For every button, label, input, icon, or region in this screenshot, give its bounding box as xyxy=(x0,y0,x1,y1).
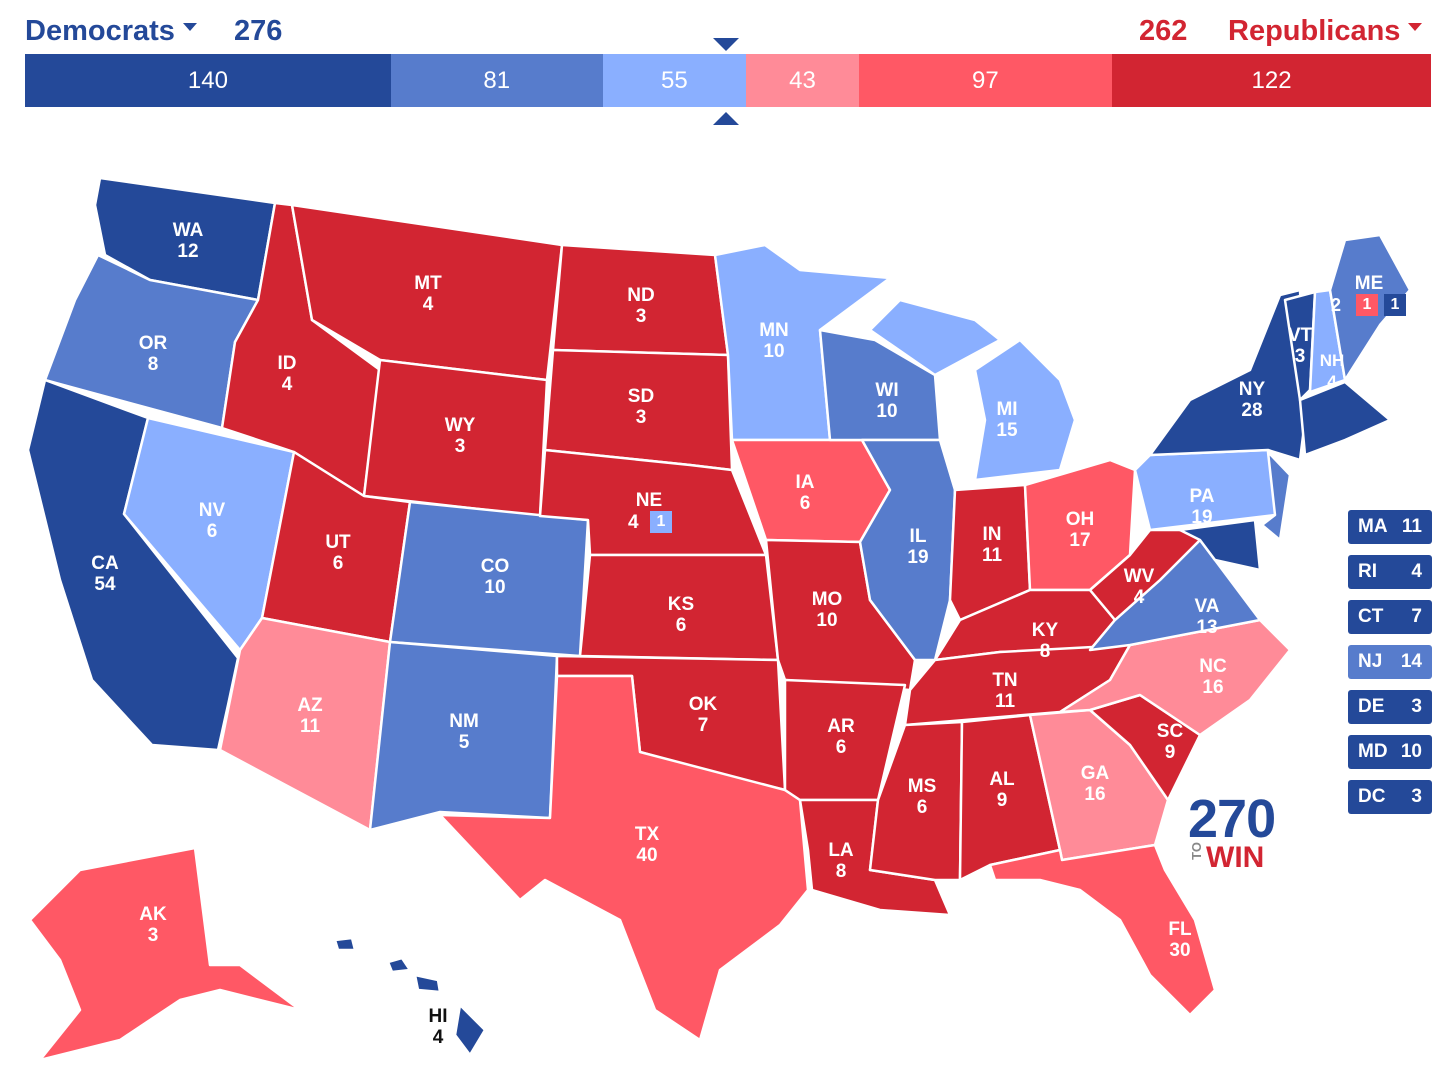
state-hi[interactable] xyxy=(453,1003,487,1057)
side-box-md[interactable]: MD 10 xyxy=(1348,735,1432,769)
side-box-ma[interactable]: MA 11 xyxy=(1348,510,1432,544)
ne-statewide-ev: 4 xyxy=(628,512,639,533)
state-new-england-small[interactable] xyxy=(1298,380,1392,457)
side-box-ev: 14 xyxy=(1400,651,1422,672)
republicans-label: Republicans xyxy=(1228,15,1401,47)
270-marker-top-icon xyxy=(713,38,739,51)
state-md[interactable] xyxy=(1178,518,1262,572)
republicans-dropdown[interactable]: Republicans xyxy=(1228,12,1423,50)
state-az[interactable] xyxy=(218,616,392,832)
state-hi-islands[interactable] xyxy=(333,936,442,994)
tally-segment-lean-d[interactable]: 55 xyxy=(602,54,747,107)
side-box-ev: 3 xyxy=(1411,696,1422,717)
chevron-down-icon xyxy=(182,23,197,32)
side-box-abbr: CT xyxy=(1358,606,1384,627)
electoral-tally-bar: 140 81 55 43 97 122 xyxy=(25,54,1431,107)
democrats-dropdown[interactable]: Democrats xyxy=(25,12,197,50)
side-box-ri[interactable]: RI 4 xyxy=(1348,555,1432,589)
democrats-label: Democrats xyxy=(25,15,175,47)
side-box-abbr: DE xyxy=(1358,696,1385,717)
state-wy[interactable] xyxy=(362,358,549,518)
side-box-dc[interactable]: DC 3 xyxy=(1348,780,1432,814)
side-box-ct[interactable]: CT 7 xyxy=(1348,600,1432,634)
me-statewide-ev: 2 xyxy=(1331,295,1342,315)
tally-segment-lean-r[interactable]: 43 xyxy=(746,54,859,107)
state-fl[interactable] xyxy=(988,843,1217,1017)
state-mi[interactable] xyxy=(973,338,1077,482)
state-il[interactable] xyxy=(858,438,957,662)
state-nj[interactable] xyxy=(1260,450,1292,542)
state-ks[interactable] xyxy=(578,553,780,662)
ne-district-1-box[interactable]: 1 xyxy=(650,511,672,533)
state-co[interactable] xyxy=(388,500,590,658)
side-box-abbr: NJ xyxy=(1358,651,1383,672)
side-box-de[interactable]: DE 3 xyxy=(1348,690,1432,724)
side-box-ev: 11 xyxy=(1401,516,1422,537)
republicans-total: 262 xyxy=(1139,15,1188,47)
me-district-2-box[interactable]: 1 xyxy=(1356,294,1378,316)
me-district-1-box[interactable]: 1 xyxy=(1384,294,1406,316)
tally-segment-safe-r[interactable]: 122 xyxy=(1112,54,1431,107)
state-nd[interactable] xyxy=(551,243,730,357)
state-ak[interactable] xyxy=(28,846,302,1062)
side-box-abbr: MD xyxy=(1358,741,1388,762)
state-nc[interactable] xyxy=(1058,618,1292,737)
side-box-ev: 3 xyxy=(1411,786,1422,807)
chevron-down-icon xyxy=(1408,23,1423,32)
side-box-abbr: DC xyxy=(1358,786,1386,807)
tally-segment-likely-r[interactable]: 97 xyxy=(858,54,1113,107)
state-tx[interactable] xyxy=(438,674,810,1042)
tally-segment-safe-d[interactable]: 140 xyxy=(25,54,391,107)
side-box-ev: 7 xyxy=(1411,606,1422,627)
democrats-total: 276 xyxy=(234,15,283,47)
tally-segment-likely-d[interactable]: 81 xyxy=(390,54,603,107)
side-box-ev: 4 xyxy=(1411,561,1422,582)
side-box-abbr: RI xyxy=(1358,561,1377,582)
state-nm[interactable] xyxy=(368,640,559,832)
side-box-nj[interactable]: NJ 14 xyxy=(1348,645,1432,679)
state-pa[interactable] xyxy=(1133,448,1292,532)
state-mi-upper[interactable] xyxy=(868,298,1002,377)
270towin-logo: 270 TO WIN xyxy=(1188,789,1276,874)
state-ny[interactable] xyxy=(1148,288,1307,462)
270-marker-bottom-icon xyxy=(713,112,739,125)
side-box-abbr: MA xyxy=(1358,516,1388,537)
side-box-ev: 10 xyxy=(1400,741,1422,762)
